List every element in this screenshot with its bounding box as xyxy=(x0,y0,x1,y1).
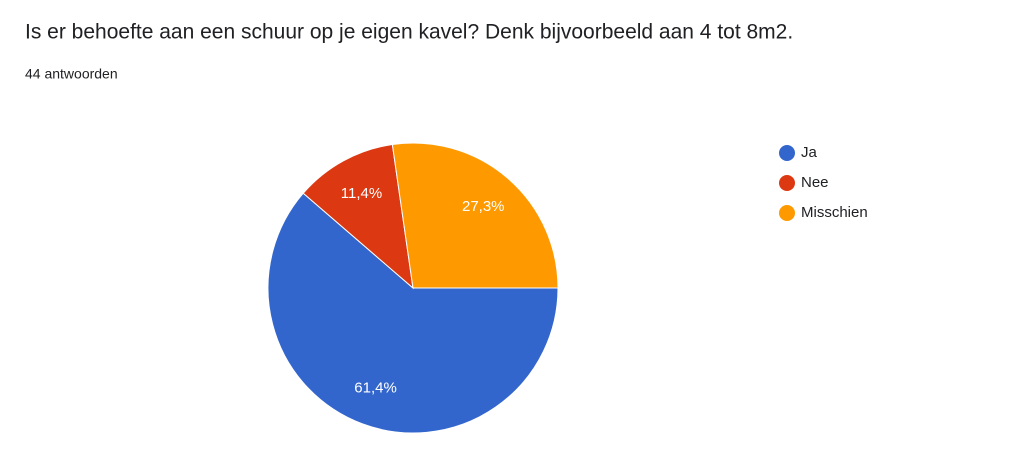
legend-marker xyxy=(779,205,795,221)
legend-label: Misschien xyxy=(801,204,868,221)
chart-subtitle: 44 antwoorden xyxy=(25,66,118,82)
legend-marker xyxy=(779,145,795,161)
legend-label: Nee xyxy=(801,174,829,191)
chart-title: Is er behoefte aan een schuur op je eige… xyxy=(25,21,793,44)
pie-slice xyxy=(391,142,559,289)
legend-marker xyxy=(779,175,795,191)
data-label: 11,4% xyxy=(341,185,382,202)
pie-slice xyxy=(302,143,414,290)
pie-slice xyxy=(267,192,559,434)
legend-label: Ja xyxy=(801,144,818,161)
data-label: 27,3% xyxy=(462,198,505,215)
data-label: 61,4% xyxy=(354,380,397,397)
